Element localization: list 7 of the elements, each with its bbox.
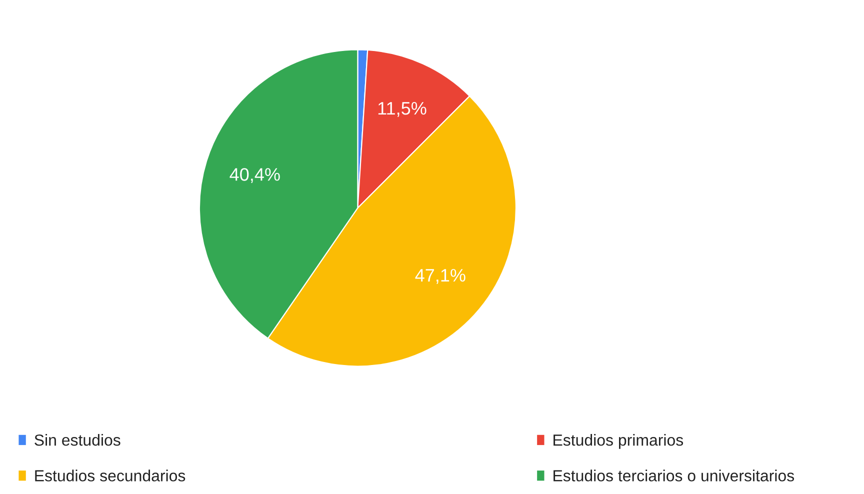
legend-label: Estudios primarios — [554, 434, 684, 449]
legend-label: Sin estudios — [34, 434, 120, 446]
data-label: 40,4% — [230, 168, 280, 183]
legend-label: Estudios secundarios — [35, 470, 186, 482]
data-label: 47,1% — [415, 268, 466, 284]
data-label: 11,5% — [378, 102, 426, 117]
legend-label: Estudios terciarios o universitarios — [554, 470, 794, 482]
